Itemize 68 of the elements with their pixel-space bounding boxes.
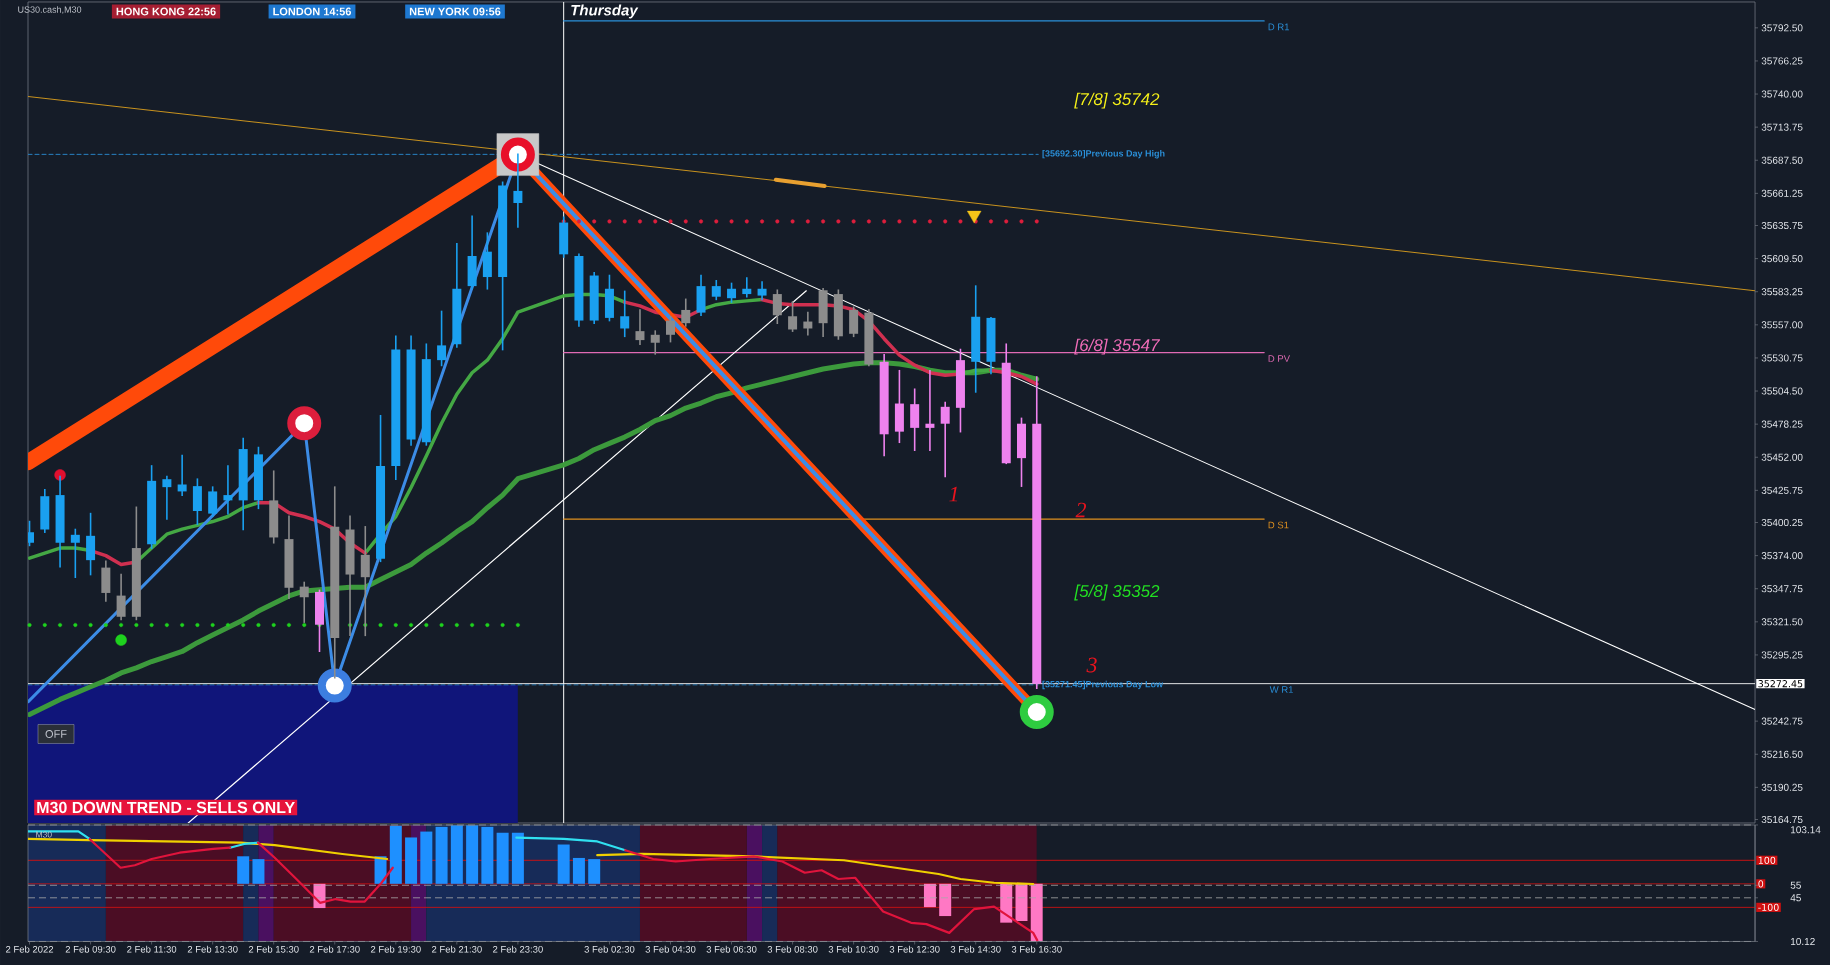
y-tick-label: 45: [1790, 894, 1801, 902]
annotation: 3: [1086, 657, 1097, 673]
y-tick-label: 35190.25: [1761, 783, 1803, 791]
y-tick-label: 35661.25: [1761, 189, 1803, 197]
y-tick-label: 35452.00: [1761, 453, 1803, 461]
ref-line-label: 35272.45: [1758, 680, 1803, 688]
y-tick-label: 35242.75: [1761, 717, 1803, 725]
y-tick-label: 35635.75: [1761, 221, 1803, 230]
x-tick-label: 3 Feb 04:30: [645, 945, 696, 953]
ref-line-label: 100: [1758, 856, 1776, 864]
annotation: OFF: [45, 730, 67, 738]
y-tick-label: 35478.25: [1761, 420, 1803, 428]
x-tick-label: 2 Feb 21:30: [431, 945, 482, 953]
y-tick-label: 35766.25: [1761, 57, 1803, 65]
x-tick-label: 2 Feb 23:30: [493, 945, 543, 953]
annotation: M30 DOWN TREND - SELLS ONLY: [37, 801, 295, 814]
annotation: 1: [949, 486, 958, 502]
series-label: D S1: [1268, 521, 1289, 529]
annotation: W R1: [1269, 686, 1293, 693]
annotation: [5/8] 35352: [1074, 584, 1160, 601]
y-tick-label: 35583.25: [1761, 288, 1803, 296]
y-tick-label: 35164.75: [1761, 815, 1803, 824]
y-tick-label: 35713.75: [1761, 123, 1803, 131]
y-tick-label: 35425.75: [1761, 486, 1803, 494]
annotation: [6/8] 35547: [1074, 338, 1161, 355]
x-tick-label: 2 Feb 19:30: [370, 945, 421, 953]
annotation: 2: [1075, 502, 1087, 518]
annotation: HONG KONG 22:56: [116, 7, 216, 16]
x-tick-label: 2 Feb 2022: [5, 945, 54, 953]
x-tick-label: 2 Feb 09:30: [65, 945, 116, 953]
x-tick-label: 3 Feb 14:30: [950, 945, 1001, 953]
x-tick-label: 2 Feb 15:30: [248, 945, 299, 953]
y-tick-label: 35740.00: [1761, 90, 1803, 98]
annotation: Thursday: [571, 4, 639, 19]
x-tick-label: 3 Feb 08:30: [767, 945, 818, 953]
ref-line-label: -100: [1758, 903, 1779, 911]
y-tick-label: 35374.00: [1761, 552, 1803, 560]
y-tick-label: 35295.25: [1761, 651, 1803, 659]
y-tick-label: 103.14: [1791, 826, 1821, 834]
y-tick-label: 35504.50: [1761, 387, 1803, 395]
annotation: LONDON 14:56: [273, 7, 352, 16]
y-tick-label: 10.12: [1791, 937, 1815, 946]
y-tick-label: 35400.25: [1761, 518, 1803, 527]
x-tick-label: 3 Feb 12:30: [889, 945, 940, 953]
y-tick-label: 35216.50: [1761, 750, 1803, 758]
annotation: M30: [36, 831, 52, 838]
x-tick-label: 3 Feb 10:30: [828, 945, 879, 953]
y-tick-label: 35687.50: [1761, 156, 1803, 164]
annotation: US30.cash,M30: [18, 6, 82, 14]
ref-line-label: 0: [1758, 880, 1764, 888]
y-tick-label: 55: [1790, 881, 1801, 889]
y-tick-label: 35321.50: [1761, 618, 1803, 626]
series-label: [35692.30]Previous Day High: [1042, 149, 1165, 159]
annotation: NEW YORK 09:56: [409, 7, 501, 16]
y-tick-label: 35347.75: [1761, 585, 1803, 593]
x-tick-label: 2 Feb 13:30: [187, 945, 238, 953]
x-tick-label: 3 Feb 02:30: [584, 945, 635, 953]
x-tick-label: 3 Feb 06:30: [706, 945, 757, 953]
y-tick-label: 35530.75: [1761, 354, 1803, 362]
y-tick-label: 35557.00: [1761, 321, 1803, 329]
y-tick-label: 35792.50: [1761, 24, 1803, 32]
x-tick-label: 2 Feb 11:30: [127, 945, 177, 953]
series-label: D R1: [1268, 23, 1290, 31]
x-tick-label: 2 Feb 17:30: [309, 945, 360, 953]
series-label: D PV: [1268, 355, 1290, 362]
x-tick-label: 3 Feb 16:30: [1011, 945, 1062, 953]
annotation: [7/8] 35742: [1074, 92, 1160, 109]
y-tick-label: 35609.50: [1761, 255, 1803, 263]
